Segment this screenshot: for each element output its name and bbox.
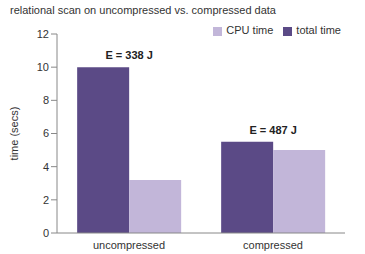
svg-text:time (secs): time (secs): [8, 107, 20, 161]
svg-text:0: 0: [43, 227, 49, 239]
svg-text:8: 8: [43, 94, 49, 106]
svg-text:E = 487 J: E = 487 J: [249, 124, 296, 136]
html-text:CPU time: CPU time: [226, 24, 274, 36]
svg-text:compressed: compressed: [243, 239, 303, 251]
html-text:relational scan on uncompresse: relational scan on uncompressed vs. comp…: [10, 4, 276, 16]
svg-text:E = 338 J: E = 338 J: [105, 49, 152, 61]
html-text:total time: total time: [296, 24, 341, 36]
svg-text:10: 10: [37, 61, 49, 73]
svg-text:2: 2: [43, 194, 49, 206]
svg-text:12: 12: [37, 28, 49, 40]
svg-text:6: 6: [43, 127, 49, 139]
svg-text:4: 4: [43, 161, 49, 173]
svg-text:uncompressed: uncompressed: [93, 239, 165, 251]
